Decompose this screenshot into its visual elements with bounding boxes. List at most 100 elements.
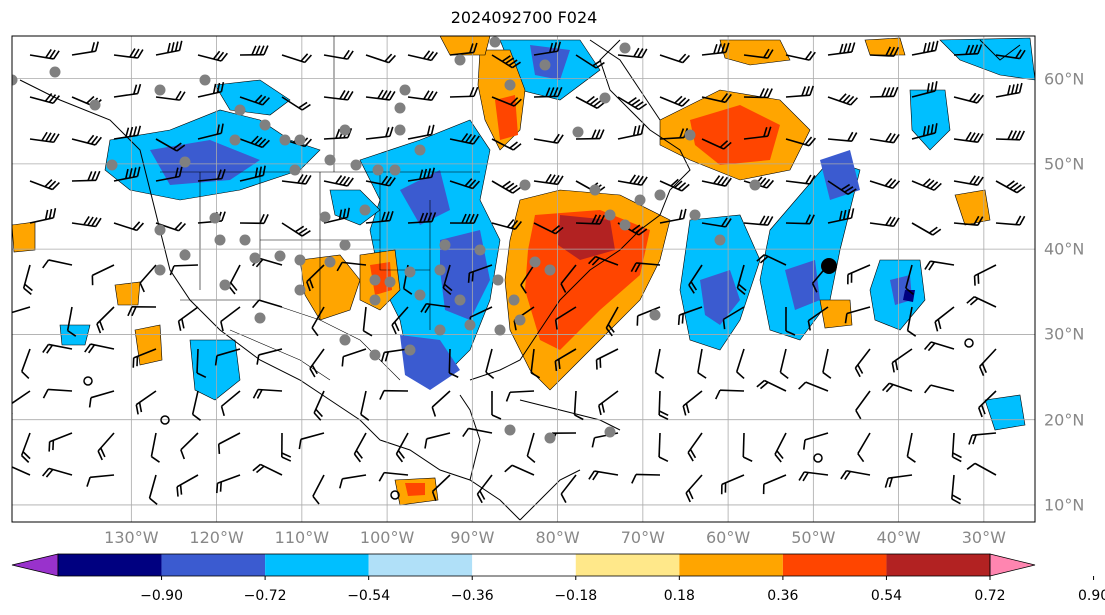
gray-station-dots <box>12 36 761 444</box>
wind-barb <box>449 178 481 190</box>
wind-barb <box>802 432 829 450</box>
wind-barb <box>822 348 832 379</box>
station-dot <box>372 164 384 176</box>
wind-barb <box>659 178 690 192</box>
wind-barb <box>854 348 871 378</box>
wind-barb <box>395 432 409 463</box>
wind-barb <box>658 390 669 421</box>
station-dot <box>604 426 616 438</box>
wind-barb <box>306 264 325 292</box>
wind-barb <box>743 215 774 226</box>
wind-barb <box>12 464 31 476</box>
wind-barb <box>281 53 313 64</box>
lon-tick-label: 40°W <box>876 528 921 547</box>
wind-barb <box>840 469 871 481</box>
wind-barb <box>966 296 997 308</box>
wind-barb <box>29 48 60 60</box>
wind-barb <box>743 126 772 140</box>
calm-circle <box>160 415 170 425</box>
borders <box>160 36 480 381</box>
station-dot <box>384 276 396 288</box>
wind-barb <box>891 348 913 373</box>
wind-barb <box>476 474 493 504</box>
wind-barb <box>449 133 480 145</box>
station-dot <box>492 274 504 286</box>
station-dot <box>439 239 451 251</box>
wind-barb <box>533 86 563 98</box>
station-dot <box>504 79 516 91</box>
wind-barb <box>533 222 564 235</box>
wind-barb <box>485 348 495 379</box>
wind-barb <box>798 471 829 482</box>
wind-barb <box>336 261 367 272</box>
wind-barb <box>339 474 367 489</box>
wind-barb <box>424 432 451 449</box>
lat-tick-label: 50°N <box>1044 154 1085 174</box>
wind-barb <box>48 432 73 452</box>
wind-barb <box>180 432 199 460</box>
wind-barb <box>431 390 451 417</box>
wind-barb <box>617 174 648 186</box>
station-dot <box>154 84 166 96</box>
wind-barb <box>807 306 829 331</box>
wind-barb <box>407 167 436 182</box>
station-dot <box>519 179 531 191</box>
wind-barb <box>12 306 31 315</box>
colorbar-tick-label: −0.72 <box>243 588 287 604</box>
wind-barb <box>869 86 899 98</box>
colorbar-tick-label: −0.54 <box>347 588 391 604</box>
wind-barb <box>953 215 984 226</box>
station-dot <box>254 312 266 324</box>
map-frame <box>11 35 1036 523</box>
wind-barb <box>953 44 983 56</box>
station-dot <box>684 129 696 141</box>
wind-barb <box>217 432 241 455</box>
wind-barb <box>882 382 913 393</box>
station-dot <box>539 59 551 71</box>
wind-barb <box>554 306 577 330</box>
wind-barb <box>431 474 451 502</box>
wind-barb <box>701 175 732 187</box>
wind-barb <box>281 96 311 111</box>
station-dot <box>454 294 466 306</box>
wind-barb <box>630 262 661 273</box>
wind-barb <box>617 96 648 111</box>
station-dot <box>369 294 381 306</box>
wind-barb <box>420 302 451 314</box>
wind-barb <box>966 462 997 476</box>
wind-barb <box>869 216 900 228</box>
station-dot <box>404 344 416 356</box>
station-dot <box>489 36 501 48</box>
wind-barb <box>785 174 816 185</box>
wind-barb <box>311 306 325 337</box>
wind-barb <box>491 96 522 107</box>
wind-barb <box>575 214 606 225</box>
station-dot <box>389 164 401 176</box>
wind-barb <box>239 213 269 225</box>
station-dot <box>279 134 291 146</box>
wind-barb <box>785 306 796 336</box>
station-dot <box>249 252 261 264</box>
station-dot <box>219 279 231 291</box>
wind-barb <box>701 93 732 104</box>
station-dot <box>394 102 406 114</box>
wind-barb <box>155 221 186 232</box>
wind-barb <box>312 474 325 505</box>
wind-barb <box>762 474 787 495</box>
wind-barb <box>526 432 536 464</box>
wind-barb <box>113 166 141 182</box>
wind-barb <box>827 208 855 224</box>
wind-barb <box>97 432 115 461</box>
wind-barb <box>155 90 186 101</box>
station-dot <box>434 264 446 276</box>
wind-barb <box>924 260 955 271</box>
station-dot <box>179 156 191 168</box>
colorbar-tick-label: −0.36 <box>450 588 494 604</box>
wind-barb <box>467 264 493 283</box>
colorbar-segment <box>265 554 369 576</box>
wind-barb <box>977 390 997 418</box>
wind-barb <box>953 131 984 143</box>
station-dot <box>179 249 191 261</box>
wind-barb <box>560 474 577 504</box>
wind-barb <box>978 348 997 376</box>
